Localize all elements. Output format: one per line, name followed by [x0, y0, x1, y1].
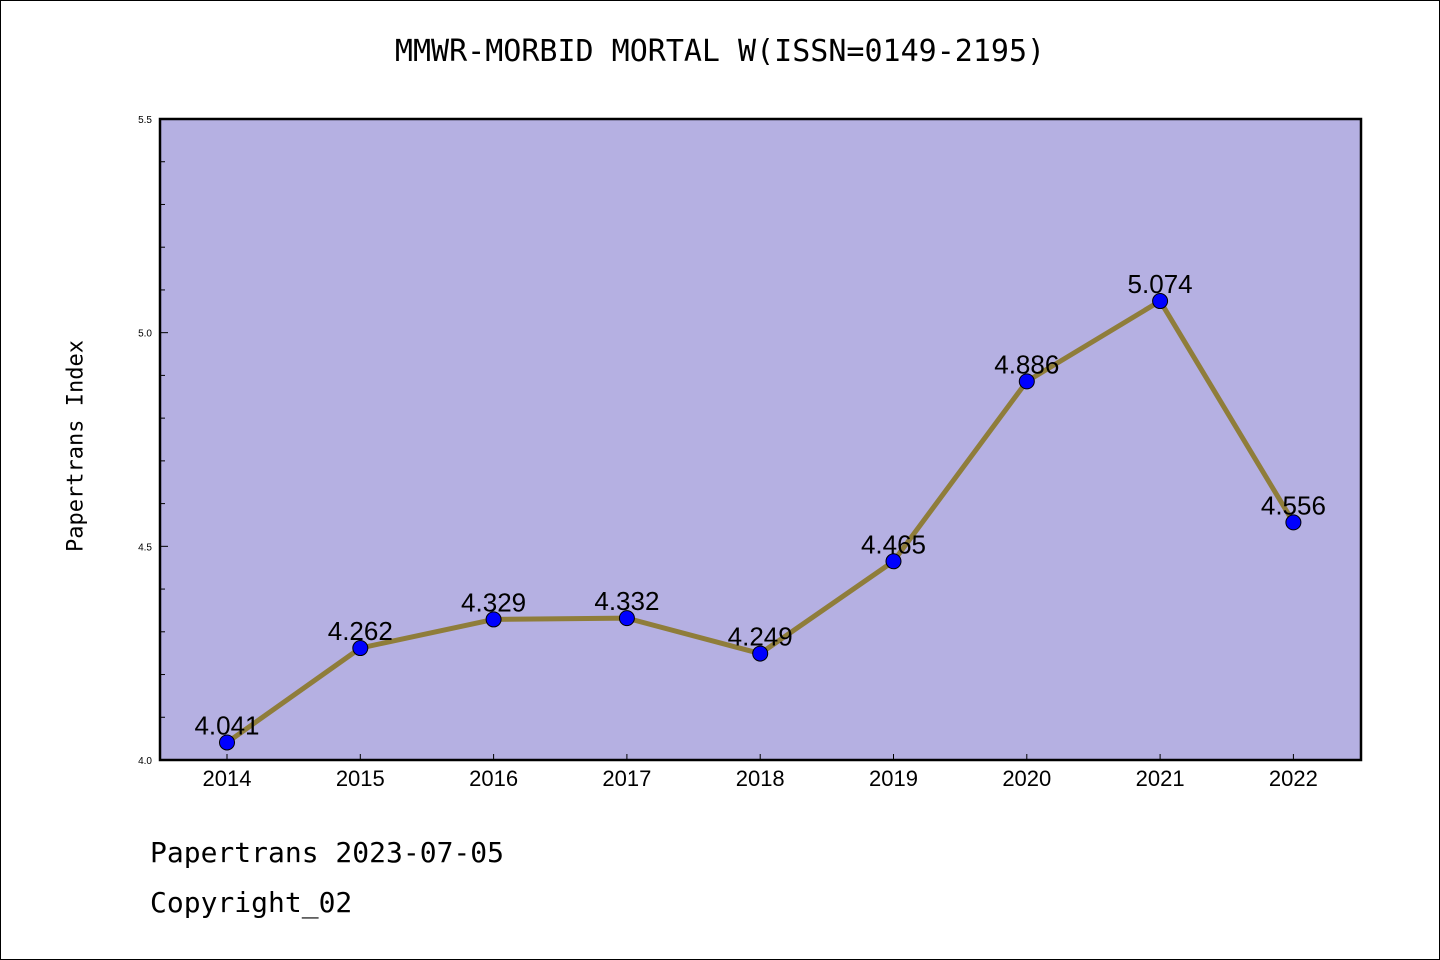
footer-copyright: Copyright_02: [150, 886, 353, 919]
y-tick-label: 5.5: [138, 115, 152, 126]
data-point: [485, 611, 502, 628]
x-tick-label: 2020: [1002, 766, 1051, 791]
plot-border: [158, 117, 1363, 762]
data-point: [618, 610, 635, 627]
data-point: [1152, 293, 1169, 310]
data-point: [219, 734, 235, 751]
y-tick-label: 4.0: [138, 756, 152, 767]
data-point: [885, 553, 902, 570]
x-tick-label: 2017: [602, 766, 651, 791]
x-tick-label: 2022: [1269, 766, 1318, 791]
chart-title: MMWR-MORBID MORTAL W(ISSN=0149-2195): [394, 34, 1046, 69]
footer-date: Papertrans 2023-07-05: [150, 836, 505, 869]
x-tick-label: 2018: [736, 766, 785, 791]
y-tick-label: 4.5: [138, 542, 152, 553]
x-tick-label: 2021: [1136, 766, 1185, 791]
data-point: [752, 645, 769, 662]
data-point: [1018, 373, 1035, 390]
data-point: [1285, 514, 1302, 531]
data-point: [352, 640, 369, 657]
x-tick-label: 2015: [336, 766, 385, 791]
y-tick-label: 5.0: [138, 329, 152, 340]
x-tick-label: 2016: [469, 766, 518, 791]
x-tick-label: 2014: [203, 766, 252, 791]
x-tick-label: 2019: [869, 766, 918, 791]
